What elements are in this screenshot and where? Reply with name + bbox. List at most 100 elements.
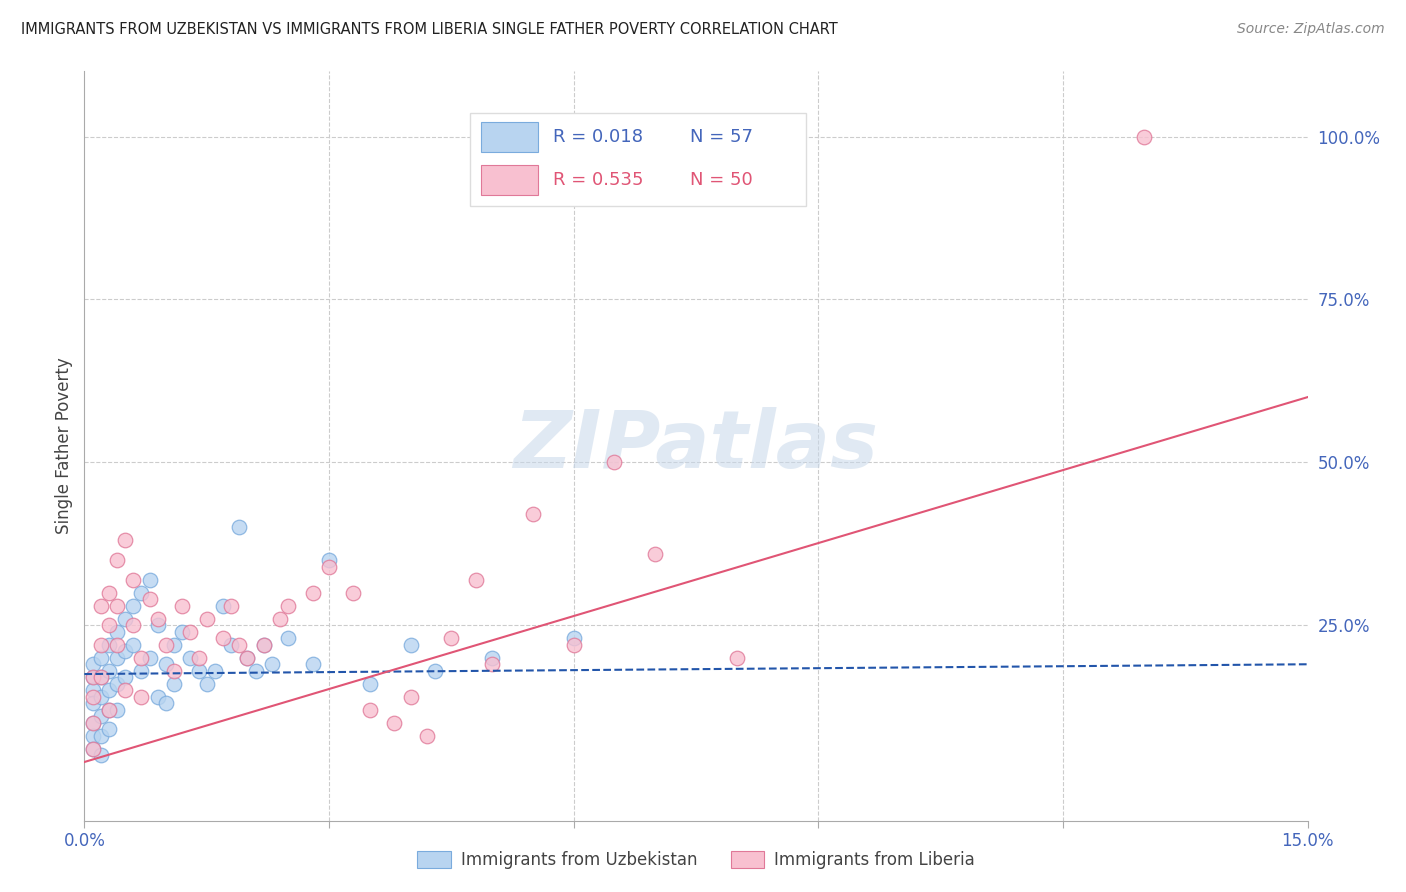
Point [155, 638, 177, 652]
FancyBboxPatch shape [481, 121, 538, 152]
Point [131, 690, 153, 704]
Point [97, 618, 120, 632]
Text: ZIPatlas: ZIPatlas [513, 407, 879, 485]
Text: N = 50: N = 50 [690, 171, 752, 189]
Point [562, 631, 585, 645]
Point [277, 631, 299, 645]
Point [97, 703, 120, 717]
Point [90, 709, 112, 723]
Point [114, 644, 136, 658]
Point [318, 553, 340, 567]
Point [245, 664, 267, 678]
Point [172, 599, 194, 613]
Point [725, 650, 748, 665]
FancyBboxPatch shape [481, 165, 538, 195]
Text: R = 0.018: R = 0.018 [553, 128, 643, 145]
Point [90, 690, 112, 704]
Point [114, 670, 136, 684]
Point [269, 612, 291, 626]
Point [228, 638, 250, 652]
Text: N = 57: N = 57 [690, 128, 752, 145]
Point [481, 657, 503, 672]
Point [195, 677, 218, 691]
Point [138, 650, 160, 665]
Point [359, 677, 381, 691]
Point [146, 690, 169, 704]
Point [187, 650, 209, 665]
Point [440, 631, 463, 645]
Point [97, 703, 120, 717]
Point [90, 729, 112, 743]
Point [82, 742, 104, 756]
Point [399, 690, 422, 704]
Point [163, 664, 186, 678]
Point [219, 599, 242, 613]
Point [122, 573, 145, 587]
Point [228, 520, 250, 534]
Point [105, 553, 128, 567]
Point [105, 638, 128, 652]
Point [97, 683, 120, 698]
Y-axis label: Single Father Poverty: Single Father Poverty [55, 358, 73, 534]
Point [97, 723, 120, 737]
Point [212, 631, 235, 645]
Point [253, 638, 276, 652]
Point [82, 657, 104, 672]
Point [464, 573, 486, 587]
Point [172, 624, 194, 639]
Point [138, 592, 160, 607]
Point [82, 683, 104, 698]
Point [146, 612, 169, 626]
Point [522, 508, 544, 522]
Point [416, 729, 439, 743]
Point [90, 650, 112, 665]
Point [359, 703, 381, 717]
Point [155, 697, 177, 711]
Point [105, 599, 128, 613]
Point [97, 585, 120, 599]
Point [260, 657, 283, 672]
Point [146, 618, 169, 632]
Point [399, 638, 422, 652]
Point [105, 650, 128, 665]
Point [82, 670, 104, 684]
Point [131, 650, 153, 665]
Point [90, 670, 112, 684]
Point [301, 585, 323, 599]
Point [122, 599, 145, 613]
Point [82, 690, 104, 704]
Point [114, 683, 136, 698]
Point [82, 729, 104, 743]
Point [131, 585, 153, 599]
Point [179, 650, 201, 665]
Point [105, 703, 128, 717]
Point [301, 657, 323, 672]
Point [253, 638, 276, 652]
Point [195, 612, 218, 626]
Point [114, 612, 136, 626]
FancyBboxPatch shape [470, 112, 806, 206]
Point [82, 742, 104, 756]
Point [644, 547, 666, 561]
Point [90, 638, 112, 652]
Point [82, 670, 104, 684]
Point [82, 697, 104, 711]
Point [603, 455, 626, 469]
Point [90, 748, 112, 763]
Point [342, 585, 364, 599]
Point [562, 638, 585, 652]
Text: R = 0.535: R = 0.535 [553, 171, 644, 189]
Point [481, 650, 503, 665]
Text: IMMIGRANTS FROM UZBEKISTAN VS IMMIGRANTS FROM LIBERIA SINGLE FATHER POVERTY CORR: IMMIGRANTS FROM UZBEKISTAN VS IMMIGRANTS… [21, 22, 838, 37]
Point [423, 664, 446, 678]
Point [122, 638, 145, 652]
Point [204, 664, 226, 678]
Text: Source: ZipAtlas.com: Source: ZipAtlas.com [1237, 22, 1385, 37]
Point [236, 650, 259, 665]
Point [236, 650, 259, 665]
Point [382, 715, 405, 730]
Point [122, 618, 145, 632]
Point [82, 715, 104, 730]
Point [277, 599, 299, 613]
Point [179, 624, 201, 639]
